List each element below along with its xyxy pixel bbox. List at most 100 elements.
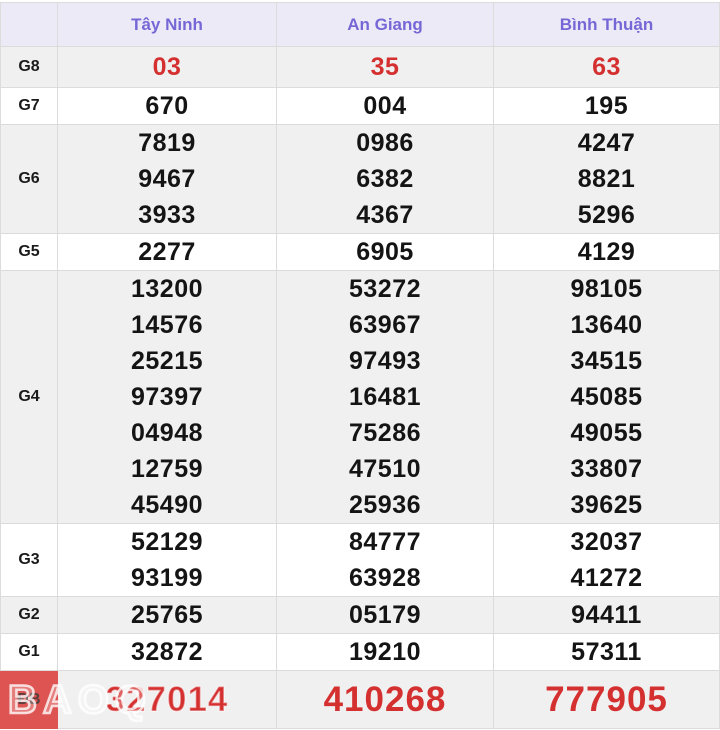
prize-value-cell: 195	[493, 87, 720, 125]
prize-value-cell: 4247 8821 5296	[493, 124, 720, 234]
prize-value-cell: 7819 9467 3933	[57, 124, 277, 234]
prize-label: G5	[0, 233, 58, 271]
prize-number: 93199	[130, 564, 204, 592]
prize-number: 14576	[130, 311, 204, 339]
prize-number: 34515	[570, 347, 643, 375]
prize-value-cell: 05179	[276, 596, 494, 634]
prize-label: G6	[0, 124, 58, 234]
prize-number: 7819	[138, 129, 196, 157]
prize-number: 63967	[348, 311, 422, 339]
prize-number: 57311	[571, 638, 642, 666]
prize-number: 04948	[130, 419, 204, 447]
prize-value-cell: 2277	[57, 233, 277, 271]
prize-value-cell: 777905	[493, 670, 720, 729]
prize-value-cell: 35	[276, 46, 494, 88]
prize-value-cell: 98105 13640 34515 45085 49055 33807 39625	[493, 270, 720, 524]
prize-number: 49055	[570, 419, 643, 447]
column-header-an-giang: An Giang	[276, 2, 494, 47]
prize-value-cell: 410268	[276, 670, 494, 729]
table-header: Tây Ninh An Giang Bình Thuận	[0, 2, 720, 47]
prize-value-cell: 327014	[57, 670, 277, 729]
prize-number: 45085	[570, 383, 643, 411]
prize-number: 25215	[130, 347, 204, 375]
prize-number: 13200	[130, 275, 204, 303]
prize-number: 32037	[570, 528, 643, 556]
prize-number: 39625	[570, 491, 643, 519]
column-header-binh-thuan: Bình Thuận	[493, 2, 720, 47]
prize-number: 4367	[356, 201, 414, 229]
prize-value-cell: 63	[493, 46, 720, 88]
prize-number: 63	[592, 53, 621, 81]
prize-number: 98105	[570, 275, 643, 303]
prize-number: 05179	[348, 601, 422, 629]
prize-number: 47510	[348, 455, 422, 483]
prize-value-cell: 03	[57, 46, 277, 88]
prize-label: G4	[0, 270, 58, 524]
prize-number: 63928	[348, 564, 422, 592]
prize-number: 97493	[348, 347, 422, 375]
prize-number: 2277	[138, 238, 196, 266]
column-header-tay-ninh: Tây Ninh	[57, 2, 277, 47]
prize-value-cell: 6905	[276, 233, 494, 271]
prize-row-đb: ĐB 327014 410268 777905	[0, 670, 720, 729]
prize-value-cell: 57311	[493, 633, 720, 671]
prize-value-cell: 52129 93199	[57, 523, 277, 597]
prize-label: G7	[0, 87, 58, 125]
prize-number: 3933	[138, 201, 196, 229]
prize-row-g8: G8 03 35 63	[0, 46, 720, 88]
prize-number: 6382	[356, 165, 414, 193]
prize-number: 97397	[130, 383, 204, 411]
prize-value-cell: 004	[276, 87, 494, 125]
prize-value-cell: 25765	[57, 596, 277, 634]
prize-number: 13640	[570, 311, 643, 339]
prize-row-g1: G1 32872 19210 57311	[0, 633, 720, 671]
prize-value-cell: 94411	[493, 596, 720, 634]
prize-label: G1	[0, 633, 58, 671]
prize-number: 327014	[105, 679, 229, 720]
prize-number: 52129	[130, 528, 204, 556]
prize-value-cell: 13200 14576 25215 97397 04948 12759 45490	[57, 270, 277, 524]
prize-number: 16481	[348, 383, 422, 411]
prize-number: 195	[584, 92, 629, 120]
prize-value-cell: 670	[57, 87, 277, 125]
prize-number: 12759	[130, 455, 204, 483]
prize-number: 03	[152, 53, 182, 81]
prize-number: 32872	[130, 638, 204, 666]
prize-number: 670	[145, 92, 189, 120]
prize-number: 5296	[577, 201, 636, 229]
prize-value-cell: 53272 63967 97493 16481 75286 47510 25936	[276, 270, 494, 524]
prize-number: 0986	[356, 129, 414, 157]
prize-number: 25936	[348, 491, 422, 519]
prize-number: 25765	[130, 601, 204, 629]
prize-number: 41272	[570, 564, 643, 592]
prize-value-cell: 32872	[57, 633, 277, 671]
prize-row-g2: G2 25765 05179 94411	[0, 596, 720, 634]
prize-number: 45490	[130, 491, 204, 519]
prize-value-cell: 19210	[276, 633, 494, 671]
prize-number: 75286	[348, 419, 422, 447]
prize-number: 4247	[577, 129, 636, 157]
prize-number: 53272	[348, 275, 422, 303]
corner-cell	[0, 2, 58, 47]
prize-number: 19210	[348, 638, 422, 666]
prize-value-cell: 0986 6382 4367	[276, 124, 494, 234]
prize-row-g4: G4 13200 14576 25215 97397 04948 12759 45490 532…	[0, 270, 720, 524]
prize-value-cell: 32037 41272	[493, 523, 720, 597]
prize-row-g6: G6 7819 9467 3933 0986 6382 4367 4247 8821 5296	[0, 124, 720, 234]
prize-row-g3: G3 52129 93199 84777 63928 32037 41272	[0, 523, 720, 597]
prize-number: 410268	[323, 680, 447, 719]
prize-number: 94411	[571, 601, 642, 629]
table-body: G8 03 35 63 G7 670 004 195 G6 7819 9467 3933 0986 638…	[0, 46, 720, 729]
prize-number: 777905	[545, 680, 668, 719]
prize-number: 8821	[577, 165, 636, 193]
prize-row-g5: G5 2277 6905 4129	[0, 233, 720, 271]
prize-value-cell: 4129	[493, 233, 720, 271]
prize-label: G2	[0, 596, 58, 634]
prize-number: 004	[363, 92, 407, 120]
prize-number: 6905	[356, 238, 414, 266]
prize-number: 35	[370, 53, 400, 81]
prize-number: 4129	[577, 238, 636, 266]
prize-number: 9467	[138, 165, 196, 193]
